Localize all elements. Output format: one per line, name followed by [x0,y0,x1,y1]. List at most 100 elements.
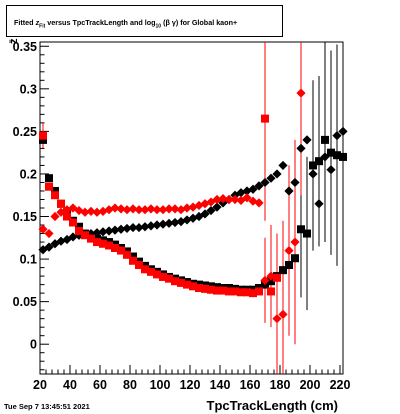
diamond-marker [158,219,168,229]
diamond-marker [170,204,180,214]
square-marker [333,151,341,160]
diamond-marker [116,224,126,234]
diamond-marker [338,126,348,136]
diamond-marker [164,218,174,228]
diamond-marker [128,222,138,233]
title-z-sub: Fit [39,23,46,30]
square-marker [147,267,155,276]
diamond-marker [302,135,312,145]
square-marker [135,261,143,270]
x-tick-label: 200 [300,378,321,392]
diamond-marker [122,205,132,215]
square-marker [75,226,83,235]
diamond-marker [206,205,216,216]
square-marker [303,229,311,238]
diamond-marker [284,186,294,196]
diamond-marker [92,207,102,217]
square-marker [51,186,59,195]
diamond-marker [80,207,90,217]
diamond-marker [242,193,252,203]
square-marker [243,288,251,297]
square-marker [207,285,215,294]
title-z: z [35,18,40,27]
x-tick-label: 120 [180,378,201,392]
y-tick-label: 0.2 [20,167,37,181]
square-marker [129,252,137,261]
diamond-marker [68,232,78,242]
square-marker [267,287,275,296]
y-tick-label: 0.25 [13,125,37,139]
diamond-marker [296,143,306,154]
diamond-marker [98,227,108,237]
square-marker [249,289,257,298]
diamond-marker [104,226,114,236]
diamond-marker [134,222,144,233]
title-mid: versus TpcTrackLength and log [47,18,156,27]
diamond-marker [170,217,180,228]
square-marker [213,286,221,295]
x-tick-label: 180 [270,378,291,392]
square-marker [225,287,233,296]
marks-group [38,88,348,324]
square-marker [279,266,287,275]
diamond-marker [110,225,120,235]
square-marker [159,272,167,281]
diamond-marker [230,194,240,205]
diamond-marker [290,177,300,188]
diamond-marker [140,222,150,232]
square-marker [297,225,305,234]
square-marker [285,261,293,270]
x-tick-label: 160 [240,378,261,392]
diamond-marker [260,177,270,188]
diamond-marker [284,245,294,256]
square-marker [291,254,299,263]
square-marker [339,152,347,161]
diamond-marker [134,205,144,215]
square-marker [315,157,323,166]
square-marker [63,212,71,221]
square-marker [99,239,107,248]
diamond-marker [254,198,264,208]
y-axis-label: z̄ [8,38,20,45]
diamond-marker [152,220,162,230]
square-marker [129,256,137,265]
diamond-marker [86,206,96,217]
diamond-marker [146,221,156,231]
tick-labels-group: 20 40 60 80 100 120 140 160 180 200 220 0 0.05 0.1 0.1… [13,40,351,392]
diamond-marker [212,194,222,205]
square-marker [327,148,335,157]
square-marker [45,174,53,183]
square-marker [45,182,53,191]
title-suffix: for Global kaon+ [180,18,238,27]
diamond-marker [44,242,54,252]
x-tick-label: 60 [93,378,107,392]
square-marker [39,135,47,144]
diamond-marker [110,203,120,213]
title-box: Fitted zFit versus TpcTrackLength and lo… [6,5,283,37]
x-tick-label: 40 [63,378,77,392]
square-marker [123,250,131,259]
diamond-marker [296,88,306,98]
diamond-marker [164,204,174,214]
square-marker [105,241,113,250]
square-marker [219,286,227,295]
footer-datetime: Tue Sep 7 13:45:51 2021 [4,402,90,411]
diamond-marker [140,205,150,215]
square-marker [321,135,329,144]
diamond-marker [62,234,72,245]
x-tick-label: 100 [150,378,171,392]
square-marker [255,287,263,296]
diamond-marker [218,194,228,204]
diamond-marker [266,173,276,183]
y-tick-label: 0.1 [20,253,37,267]
diamond-marker [248,184,258,194]
diamond-marker [38,224,48,234]
square-marker [261,114,269,123]
square-marker [189,282,197,291]
square-marker [273,273,281,282]
diamond-marker [92,228,102,238]
title-prefix: Fitted [14,18,34,27]
diamond-marker [122,223,132,234]
diamond-marker [182,203,192,213]
